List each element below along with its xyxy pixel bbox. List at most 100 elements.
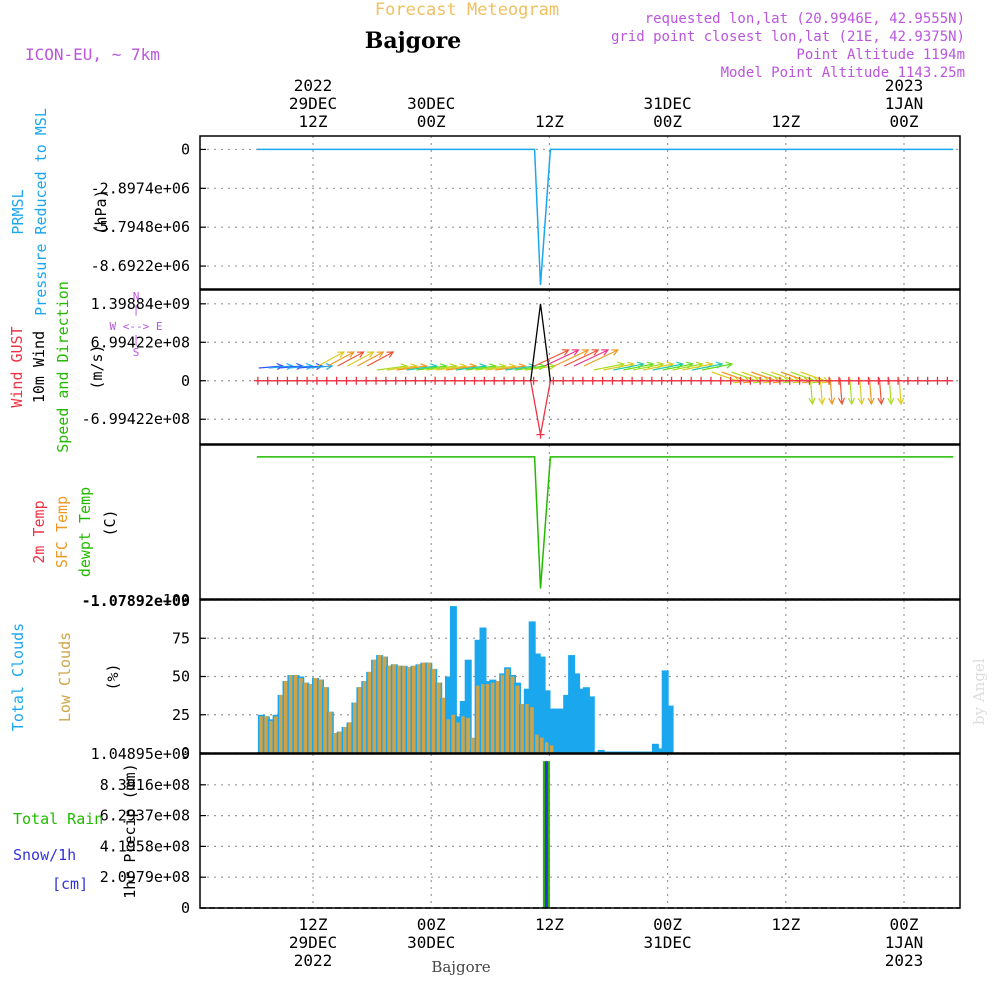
low-cloud-bar	[515, 685, 520, 753]
time-bottom-label: 30DEC	[407, 933, 455, 952]
total-cloud-bar	[464, 659, 472, 753]
time-bottom-label: 29DEC	[289, 933, 337, 952]
low-clouds-label: Low Clouds	[56, 632, 74, 722]
total-clouds-label: Total Clouds	[9, 623, 27, 731]
total-cloud-bar	[538, 656, 546, 753]
time-bottom-label: 12Z	[771, 915, 800, 934]
wind-label: 10m Wind	[30, 331, 48, 403]
low-cloud-bar	[357, 687, 362, 753]
low-cloud-bar	[264, 716, 269, 753]
y-tick-label: 6.2937e+08	[100, 807, 190, 825]
time-bottom-label: 31DEC	[644, 933, 692, 952]
pressure-panel: 0 -2.8974e+06 -5.7948e+06 -8.6922e+06 PRMSL…	[9, 108, 961, 316]
low-cloud-bar	[456, 722, 461, 753]
low-cloud-bar	[387, 665, 392, 753]
compass-bar-top: |	[133, 303, 140, 316]
temperature-grid	[312, 445, 905, 599]
time-top-label: 12Z	[299, 112, 328, 131]
y-tick-label: -5.7948e+06	[91, 218, 190, 236]
low-cloud-bar	[412, 665, 416, 753]
total-cloud-bar	[661, 670, 669, 753]
low-cloud-bar	[490, 682, 495, 753]
model-label: ICON-EU, ~ 7km	[25, 45, 160, 64]
low-cloud-bar	[318, 679, 323, 753]
low-cloud-bar	[348, 722, 352, 753]
low-cloud-bar	[338, 731, 343, 753]
total-cloud-bar	[573, 673, 581, 753]
wind-arrow	[357, 351, 385, 367]
wind-arrow	[701, 361, 734, 371]
temperature-frame	[199, 444, 961, 600]
time-top-label: 2023	[885, 76, 924, 95]
low-cloud-bar	[471, 737, 476, 753]
cloud-bars	[257, 606, 674, 754]
compass-s: S	[133, 346, 140, 359]
low-cloud-bar	[417, 664, 421, 753]
wind-speed-line	[530, 303, 552, 381]
low-cloud-bar	[481, 684, 485, 753]
low-cloud-bar	[525, 704, 530, 753]
temp-2m-label: 2m Temp	[30, 500, 48, 563]
low-cloud-bar	[500, 675, 505, 753]
y-tick-label: -8.6922e+06	[91, 257, 190, 275]
low-cloud-bar	[436, 682, 441, 753]
y-tick-label: 2.0979e+08	[100, 868, 190, 886]
wind-arrow	[847, 377, 855, 406]
pressure-y-ticks: 0 -2.8974e+06 -5.7948e+06 -8.6922e+06	[91, 140, 206, 275]
low-cloud-bar	[343, 727, 348, 753]
gust-line	[256, 380, 954, 435]
total-cloud-bar	[553, 708, 561, 753]
y-tick-label: 6.99422e+08	[91, 333, 190, 351]
time-top-label: 1JAN	[885, 94, 924, 113]
y-tick-label: 25	[172, 706, 190, 724]
precip-y-ticks: 1.04895e+09 8.3916e+08 6.2937e+08 4.1958e+0…	[91, 745, 206, 917]
pressure-ylabel: (hPa)	[92, 189, 110, 234]
wind-y-ticks: 1.39884e+09 6.99422e+08 0 -6.99422e+08	[82, 295, 206, 428]
low-cloud-bar	[535, 734, 540, 753]
low-cloud-bar	[284, 681, 288, 753]
wind-arrow	[554, 349, 590, 367]
wind-arrow	[573, 349, 610, 367]
low-cloud-bar	[451, 714, 456, 754]
wind-arrow	[867, 377, 875, 406]
temp-sfc-label: SFC Temp	[53, 496, 71, 568]
low-cloud-bar	[485, 684, 490, 753]
y-tick-label: -6.99422e+08	[82, 410, 190, 428]
pressure-grid	[200, 136, 960, 289]
time-top-label: 30DEC	[407, 94, 455, 113]
time-top-label: 00Z	[653, 112, 682, 131]
low-cloud-bar	[303, 682, 308, 753]
wind-arrow	[317, 351, 346, 367]
compass-we: W <--> E	[110, 320, 163, 333]
low-cloud-bar	[352, 702, 357, 753]
time-top-label: 29DEC	[289, 94, 337, 113]
total-cloud-bar	[543, 690, 551, 753]
footer-location: Bajgore	[431, 958, 490, 976]
clouds-y-ticks: 100 75 50 25 0	[163, 591, 206, 762]
gust-label: Wind GUST	[8, 326, 26, 407]
y-tick-label: 0	[181, 899, 190, 917]
snow-bar	[544, 761, 548, 908]
low-cloud-bar	[446, 719, 451, 753]
total-cloud-bar	[578, 688, 585, 753]
pressure-frame	[199, 135, 961, 290]
low-cloud-bar	[397, 665, 402, 753]
precip-bars	[542, 761, 550, 908]
credit: by Angel	[970, 658, 988, 725]
time-bottom-label: 00Z	[653, 915, 682, 934]
point-altitude: Point Altitude 1194m	[796, 47, 965, 63]
y-tick-label: 1.04895e+09	[91, 745, 190, 763]
clouds-panel: 100 75 50 25 0 Total Clouds Low Clouds (%)	[9, 591, 961, 762]
grid-point-coords: grid point closest lon,lat (21E, 42.9375…	[611, 29, 965, 45]
low-cloud-bar	[313, 678, 318, 753]
precip-grid	[200, 754, 960, 908]
low-cloud-bar	[530, 707, 535, 753]
low-cloud-bar	[495, 681, 500, 753]
time-bottom-label: 12Z	[535, 915, 564, 934]
wind-arrow	[337, 351, 365, 367]
wind-arrow	[347, 351, 375, 367]
temperature-y-ticks: -1.07892e+09	[82, 592, 190, 610]
